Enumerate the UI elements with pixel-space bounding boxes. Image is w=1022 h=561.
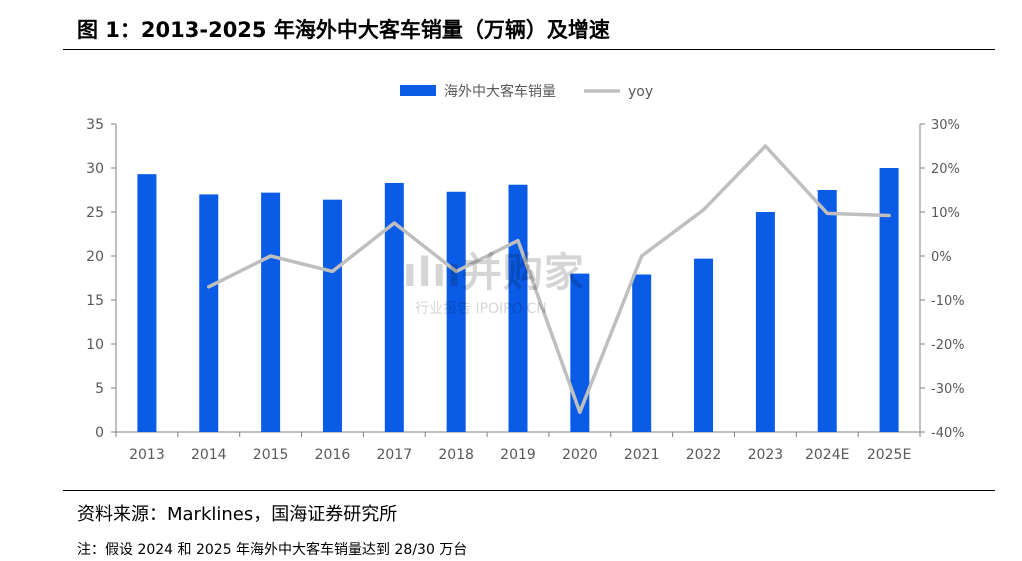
x-tick-label: 2023	[748, 447, 784, 463]
x-tick-label: 2020	[562, 447, 598, 463]
bar	[632, 274, 652, 432]
source-text: 资料来源：Marklines，国海证券研究所	[77, 504, 398, 525]
y-right-tick-label: -40%	[931, 426, 965, 441]
legend-label-line: yoy	[628, 84, 653, 100]
y-right-tick-label: -10%	[931, 294, 965, 309]
y-left-tick-label: 5	[95, 381, 104, 397]
x-tick-label: 2019	[500, 447, 536, 463]
bar	[508, 184, 528, 432]
y-left-tick-label: 20	[86, 249, 104, 265]
y-right-tick-label: 0%	[931, 250, 952, 265]
x-tick-label: 2024E	[805, 447, 849, 463]
x-tick-label: 2021	[624, 447, 660, 463]
y-left-tick-label: 25	[86, 205, 104, 221]
yoy-line	[207, 144, 891, 414]
bar	[570, 273, 590, 432]
x-tick-label: 2017	[376, 447, 412, 463]
bar	[817, 190, 837, 432]
legend-swatch-bar	[400, 85, 436, 96]
y-right-tick-label: 10%	[931, 206, 960, 221]
y-left-tick-label: 10	[86, 337, 104, 353]
bar	[446, 191, 466, 432]
bar	[879, 168, 899, 432]
y-left-tick-label: 15	[86, 293, 104, 309]
x-tick-label: 2022	[686, 447, 722, 463]
x-tick-label: 2014	[191, 447, 227, 463]
legend-label-bar: 海外中大客车销量	[444, 83, 556, 100]
bar	[384, 182, 404, 432]
bar	[261, 192, 281, 432]
bar	[199, 194, 219, 432]
bar	[694, 258, 714, 432]
note-text: 注：假设 2024 和 2025 年海外中大客车销量达到 28/30 万台	[77, 542, 468, 558]
bar	[137, 174, 157, 432]
y-right-tick-label: 30%	[931, 118, 960, 133]
y-right-tick-label: 20%	[931, 162, 960, 177]
line-series	[207, 144, 891, 414]
y-left-tick-label: 35	[86, 117, 104, 133]
bottom-rule	[63, 490, 995, 491]
x-tick-label: 2015	[253, 447, 289, 463]
y-right-tick-label: -30%	[931, 382, 965, 397]
y-left-tick-label: 0	[95, 425, 104, 441]
bar	[755, 212, 775, 432]
top-rule	[63, 49, 995, 50]
y-right-tick-label: -20%	[931, 338, 965, 353]
y-left-tick-label: 30	[86, 161, 104, 177]
figure-title: 图 1：2013-2025 年海外中大客车销量（万辆）及增速	[77, 18, 610, 42]
x-tick-label: 2013	[129, 447, 165, 463]
x-tick-label: 2016	[315, 447, 351, 463]
legend: 海外中大客车销量 yoy	[400, 83, 653, 100]
x-tick-label: 2018	[438, 447, 474, 463]
x-tick-label: 2025E	[867, 447, 911, 463]
chart-axes: 0 5 10 15 20 25 30 35 -40% -30% -20% -10% 0% 10% 20% 30…	[86, 117, 964, 463]
bar-series	[137, 168, 899, 432]
bar	[322, 199, 342, 432]
